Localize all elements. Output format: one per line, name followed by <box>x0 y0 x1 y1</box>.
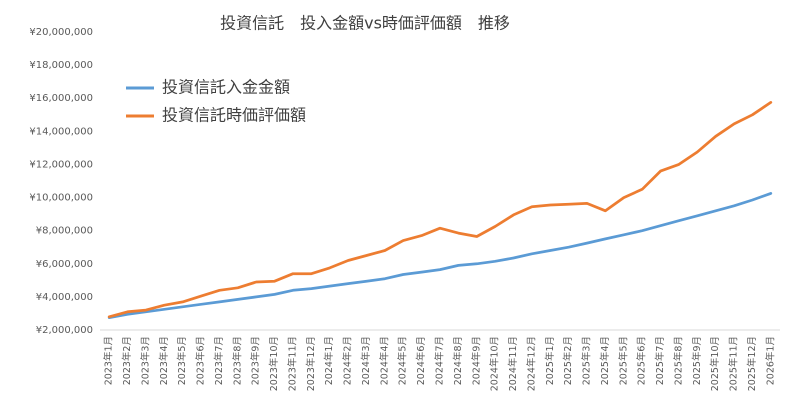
x-tick-label: 2023年8月 <box>231 336 243 385</box>
x-tick-label: 2023年9月 <box>250 336 262 385</box>
x-tick-label: 2024年5月 <box>397 336 409 385</box>
x-tick-label: 2025年4月 <box>599 336 611 385</box>
x-tick-label: 2024年4月 <box>378 336 390 385</box>
x-tick-label: 2025年5月 <box>617 336 629 385</box>
x-tick-label: 2026年1月 <box>764 336 776 385</box>
x-tick-label: 2025年8月 <box>672 336 684 385</box>
x-tick-label: 2023年6月 <box>195 336 207 385</box>
y-tick-label: ¥20,000,000 <box>29 27 93 38</box>
x-tick-label: 2024年1月 <box>323 336 335 385</box>
x-tick-label: 2024年12月 <box>525 336 537 391</box>
x-tick-label: 2025年12月 <box>746 336 758 391</box>
x-tick-label: 2024年10月 <box>489 336 501 391</box>
y-tick-label: ¥4,000,000 <box>36 292 93 303</box>
y-tick-label: ¥6,000,000 <box>36 259 93 270</box>
y-tick-label: ¥2,000,000 <box>36 325 93 336</box>
legend-label: 投資信託時価評価額 <box>162 106 306 125</box>
x-tick-label: 2025年3月 <box>581 336 593 385</box>
x-tick-label: 2024年2月 <box>342 336 354 385</box>
y-tick-label: ¥14,000,000 <box>29 126 93 137</box>
x-tick-label: 2023年12月 <box>305 336 317 391</box>
x-tick-label: 2023年10月 <box>268 336 280 391</box>
y-tick-label: ¥8,000,000 <box>36 226 93 237</box>
x-tick-label: 2025年7月 <box>654 336 666 385</box>
y-tick-label: ¥16,000,000 <box>29 93 93 104</box>
x-tick-label: 2025年6月 <box>636 336 648 385</box>
x-tick-label: 2025年10月 <box>709 336 721 391</box>
x-tick-label: 2024年9月 <box>470 336 482 385</box>
y-tick-label: ¥18,000,000 <box>29 60 93 71</box>
y-tick-label: ¥10,000,000 <box>29 193 93 204</box>
legend-label: 投資信託入金金額 <box>162 78 290 97</box>
y-tick-label: ¥12,000,000 <box>29 159 93 170</box>
x-tick-label: 2023年11月 <box>286 336 298 391</box>
x-tick-label: 2023年2月 <box>121 336 133 385</box>
x-tick-label: 2025年1月 <box>544 336 556 385</box>
series-line <box>107 101 773 319</box>
x-tick-label: 2024年11月 <box>507 336 519 391</box>
x-tick-label: 2023年1月 <box>103 336 115 385</box>
x-tick-label: 2025年11月 <box>728 336 740 391</box>
x-tick-label: 2024年7月 <box>434 336 446 385</box>
x-tick-label: 2025年2月 <box>562 336 574 385</box>
chart-title: 投資信託 投入金額vs時価評価額 推移 <box>220 14 510 33</box>
x-tick-label: 2023年4月 <box>158 336 170 385</box>
x-tick-label: 2024年3月 <box>360 336 372 385</box>
series-line <box>107 192 773 319</box>
x-tick-label: 2023年7月 <box>213 336 225 385</box>
x-tick-label: 2023年5月 <box>176 336 188 385</box>
x-tick-label: 2024年6月 <box>415 336 427 385</box>
x-tick-label: 2025年9月 <box>691 336 703 385</box>
x-tick-label: 2024年8月 <box>452 336 464 385</box>
x-tick-label: 2023年3月 <box>139 336 151 385</box>
